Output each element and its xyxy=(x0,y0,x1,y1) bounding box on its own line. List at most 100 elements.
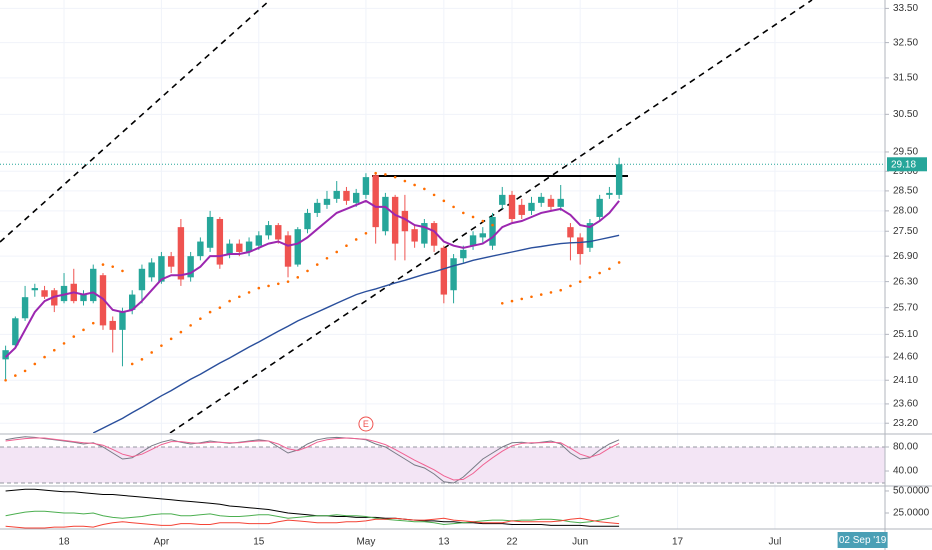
x-tick-label: 13 xyxy=(438,537,450,548)
candle-body xyxy=(489,216,496,246)
sar-dot xyxy=(267,284,270,288)
sar-dot xyxy=(33,362,37,366)
candle-body xyxy=(236,243,243,252)
y-tick-label: 30.50 xyxy=(893,109,918,120)
candle-body xyxy=(129,294,136,310)
candle-body xyxy=(606,192,613,195)
sar-dot xyxy=(530,295,533,299)
sar-dot xyxy=(208,310,212,314)
candle-body xyxy=(430,223,438,246)
y-tick-label: 80.00 xyxy=(893,442,918,453)
sar-dot xyxy=(335,250,339,254)
earnings-circle xyxy=(358,416,374,432)
y-tick-label: 25.0000 xyxy=(893,508,930,519)
sar-dot xyxy=(315,263,319,266)
candle-body xyxy=(479,233,486,238)
candle-body xyxy=(596,198,603,217)
sar-dot xyxy=(481,219,485,223)
sar-dot xyxy=(442,199,446,203)
candle-body xyxy=(333,190,340,199)
candle-body xyxy=(518,204,525,215)
candle-body xyxy=(31,288,39,291)
sar-dot xyxy=(296,276,300,279)
sar-dot xyxy=(393,175,397,179)
y-tick-label: 24.60 xyxy=(893,352,918,363)
sar-dot xyxy=(150,351,153,354)
candle-body xyxy=(90,268,97,302)
candle-body xyxy=(421,223,428,244)
x-tick-label: 18 xyxy=(58,537,70,548)
candle-body xyxy=(119,312,126,330)
indicator-line xyxy=(5,436,620,484)
candle-body xyxy=(245,241,253,252)
sar-dot xyxy=(539,293,543,296)
main-pane: E xyxy=(0,157,885,433)
sar-dot xyxy=(588,276,592,279)
drawings xyxy=(0,0,813,433)
sar-dot xyxy=(121,269,124,273)
sar-dot xyxy=(325,256,329,260)
candle-body xyxy=(586,223,594,248)
channel-line xyxy=(169,0,813,433)
sar-dot xyxy=(130,362,134,366)
indicator-line xyxy=(92,234,620,433)
sar-dot xyxy=(345,244,348,247)
sar-dot xyxy=(228,299,231,303)
candle-body xyxy=(12,318,19,346)
candle-body xyxy=(576,237,584,255)
last-price-label: 29.18 xyxy=(891,159,916,170)
y-tick-label: 50.0000 xyxy=(893,486,930,497)
sar-dot xyxy=(491,223,494,227)
sar-dot xyxy=(423,187,426,191)
x-tick-label: Apr xyxy=(154,537,170,548)
sar-dot xyxy=(169,337,173,341)
sar-dot xyxy=(500,301,504,305)
candle-body xyxy=(469,235,477,246)
crosshair-date-box xyxy=(837,532,888,548)
sar-dot xyxy=(238,295,241,299)
candle-body xyxy=(158,256,165,282)
sar-dot xyxy=(111,265,115,268)
sar-dot xyxy=(140,358,144,361)
sar-dot xyxy=(218,306,222,309)
sar-dot xyxy=(549,291,553,294)
sar-dot xyxy=(403,179,407,183)
candle-body xyxy=(216,218,224,265)
candle-body xyxy=(528,202,535,211)
sar-dot xyxy=(14,374,17,377)
candle-body xyxy=(226,243,233,255)
candle-body xyxy=(450,258,457,291)
candle-body xyxy=(615,164,623,195)
sar-dot xyxy=(374,171,377,175)
axes: 33.50 32.50 31.50 30.50 29.50 29.00 28.50 28.00… xyxy=(58,3,930,548)
sar-dot xyxy=(354,238,358,241)
sar-dot xyxy=(578,280,582,283)
indicator-line xyxy=(5,437,620,481)
candle-body xyxy=(304,212,311,230)
sar-dot xyxy=(452,205,455,209)
sar-dot xyxy=(432,193,436,197)
candle-body xyxy=(382,196,389,232)
candle-body xyxy=(362,177,370,195)
sar-dot xyxy=(306,269,309,273)
sar-dot xyxy=(91,321,95,325)
y-tick-label: 26.30 xyxy=(893,276,918,287)
sar-dot xyxy=(276,282,280,286)
y-tick-label: 25.10 xyxy=(893,329,918,340)
candle-body xyxy=(206,216,214,248)
x-tick-label: Jun xyxy=(572,537,588,548)
earnings-marker: E xyxy=(363,419,369,429)
y-tick-label: 26.90 xyxy=(893,251,918,262)
sar-dot xyxy=(189,324,192,327)
y-tick-label: 25.70 xyxy=(893,302,918,313)
sar-dot xyxy=(101,263,105,266)
sar-dot xyxy=(23,369,27,373)
candle-body xyxy=(148,262,155,278)
candle-body xyxy=(352,192,360,203)
candle-body xyxy=(343,190,350,201)
sar-dot xyxy=(43,355,46,359)
band-layer xyxy=(0,446,885,484)
y-tick-label: 28.50 xyxy=(893,186,918,197)
y-tick-label: 40.00 xyxy=(893,466,918,477)
